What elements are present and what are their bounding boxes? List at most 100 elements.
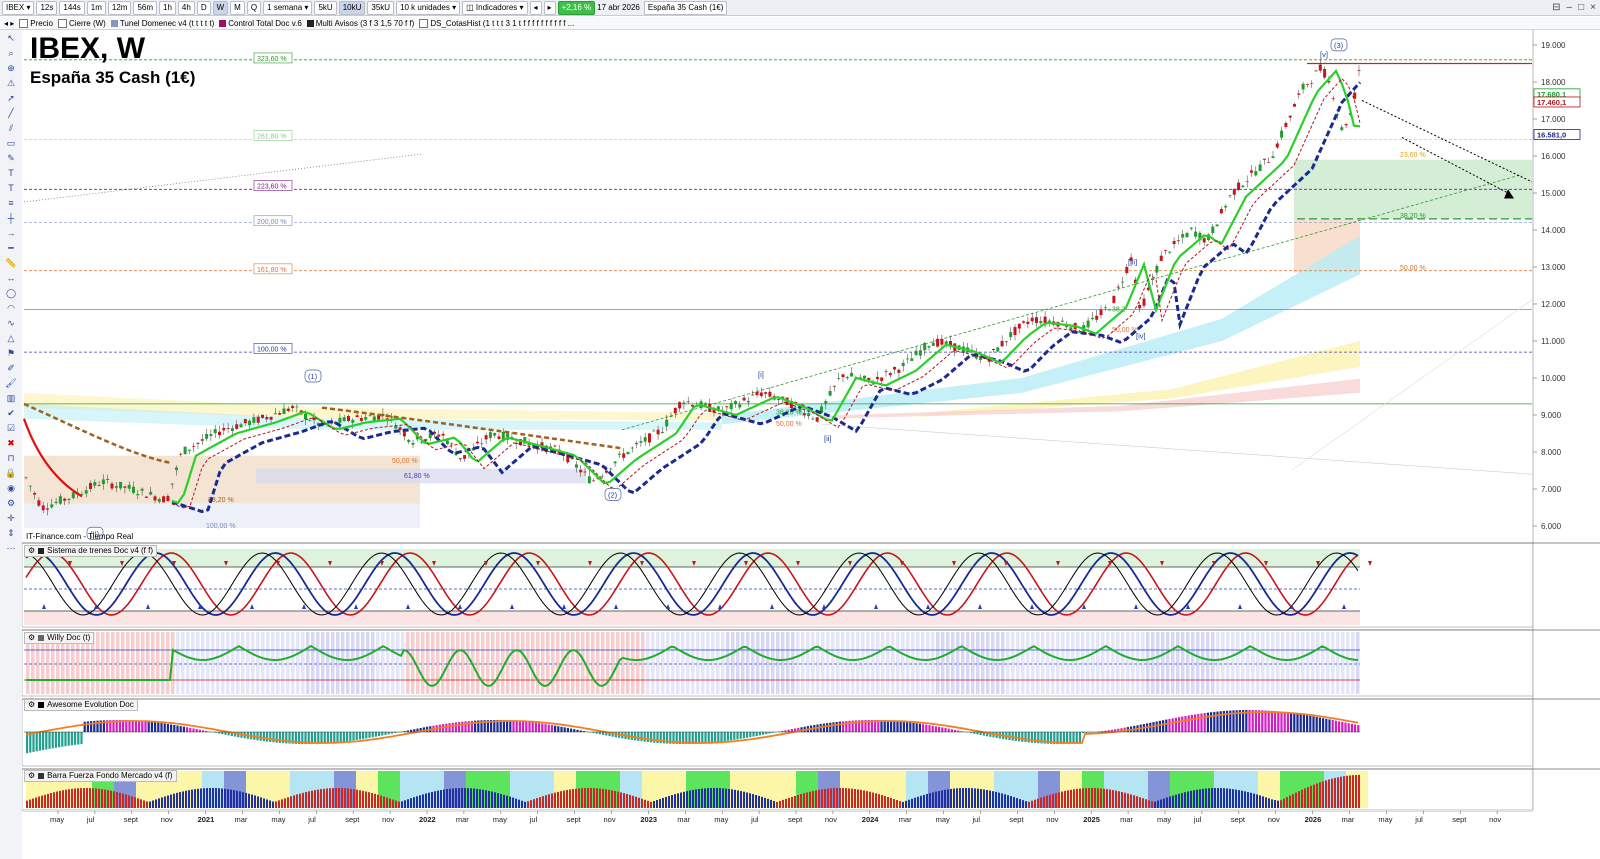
settings-icon[interactable]: ⚙ <box>28 700 36 709</box>
indicator-precio[interactable]: Precio <box>19 18 55 29</box>
willy-bar <box>711 632 715 694</box>
period-12m[interactable]: 12m <box>107 0 132 15</box>
fuerza-bar <box>89 788 91 808</box>
fuerza-bar <box>131 796 133 808</box>
panel-title-trains[interactable]: ⚙ Sistema de trenes Doc v4 (f f) <box>24 545 157 557</box>
measure-icon[interactable]: ↔ <box>6 273 16 283</box>
sell-signal-icon <box>900 561 904 566</box>
arc-icon[interactable]: ◠ <box>7 303 15 313</box>
zoom-icon[interactable]: ⌕ <box>8 48 14 58</box>
period-4h[interactable]: 4h <box>177 0 195 15</box>
ellipse-icon[interactable]: ◯ <box>5 288 17 298</box>
fuerza-bar <box>986 789 988 808</box>
fuerza-bar <box>98 788 100 808</box>
line-icon[interactable]: ╱ <box>8 108 14 118</box>
checkbox[interactable] <box>57 18 67 28</box>
toolbar-icon-1[interactable]: ◂ <box>529 0 542 15</box>
willy-bar <box>701 632 705 694</box>
candle-body <box>162 496 166 503</box>
hline-icon[interactable]: ━ <box>8 243 14 253</box>
candle-body <box>488 432 492 438</box>
label-icon[interactable]: T <box>8 183 14 193</box>
period-d[interactable]: D <box>196 0 211 15</box>
indicator-ds-cotashist[interactable]: DS_CotasHist (1 t t t 3 1 t f f f f f f … <box>419 18 576 29</box>
channel-icon[interactable]: ⫽ <box>8 123 13 133</box>
layout-icon[interactable]: ⊟ <box>1552 2 1561 13</box>
settings-icon[interactable]: ⚙ <box>6 498 16 508</box>
period-1m[interactable]: 1m <box>86 0 106 15</box>
minimize-icon[interactable]: – <box>1566 2 1573 13</box>
delete-icon[interactable]: ✖ <box>7 438 15 448</box>
crosshair-icon[interactable]: ✛ <box>7 513 15 523</box>
indicators-nav[interactable]: ◂ ▸ <box>4 18 15 28</box>
fuerza-bar <box>1124 792 1126 808</box>
text-icon[interactable]: T <box>8 168 14 178</box>
panel-title-fuerza[interactable]: ⚙ Barra Fuerza Fondo Mercado v4 (f) <box>24 770 177 782</box>
interval-select[interactable]: 1 semana ▾ <box>263 0 313 15</box>
units-select[interactable]: 10 k unidades ▾ <box>396 0 461 15</box>
ray-icon[interactable]: → <box>6 228 16 238</box>
pen-icon[interactable]: ✎ <box>7 153 15 163</box>
willy-bar <box>731 632 735 694</box>
magnet-icon[interactable]: ⊓ <box>7 453 15 463</box>
settings-icon[interactable]: ⚙ <box>28 771 36 780</box>
indicator-multi-avisos[interactable]: Multi Avisos (3 f 3 1,5 70 f f) <box>306 18 417 29</box>
lock-icon[interactable]: 🔒 <box>5 468 17 478</box>
fuerza-bar <box>134 797 136 808</box>
unit-10ku[interactable]: 10kU <box>338 0 366 15</box>
bars-icon[interactable]: ▥ <box>6 393 16 403</box>
candle-body <box>46 508 49 510</box>
awesome-bar <box>880 720 883 732</box>
period-144s[interactable]: 144s <box>59 0 85 15</box>
toolbar-icon-2[interactable]: ▸ <box>543 0 556 15</box>
pencil-icon[interactable]: ✐ <box>7 363 15 373</box>
fibonacci-icon[interactable]: ≡ <box>8 198 14 208</box>
arrow-icon[interactable]: ➚ <box>7 93 15 103</box>
check-icon[interactable]: ☑ <box>6 423 16 433</box>
indicators-button[interactable]: ◫ Indicadores ▾ <box>462 0 528 15</box>
close-icon[interactable]: × <box>1590 2 1596 13</box>
indicator-control-total[interactable]: Control Total Doc v.6 <box>219 18 304 29</box>
indicator-tunel[interactable]: Tunel Domenec v4 (t t t t t) <box>110 18 216 29</box>
fuerza-bar <box>629 794 631 808</box>
period-12s[interactable]: 12s <box>36 0 58 15</box>
candle-body <box>1331 98 1335 100</box>
flag-icon[interactable]: ⚑ <box>6 348 16 358</box>
period-1h[interactable]: 1h <box>159 0 176 15</box>
scroll-icon[interactable]: ⇕ <box>7 528 15 538</box>
period-56m[interactable]: 56m <box>133 0 157 15</box>
rectangle-icon[interactable]: ▭ <box>6 138 16 148</box>
panel-title-willy[interactable]: ⚙ Willy Doc (t) <box>24 632 95 644</box>
ok-icon[interactable]: ✔ <box>7 408 15 418</box>
maximize-icon[interactable]: □ <box>1578 2 1585 13</box>
indicator-cierre[interactable]: Cierre (W) <box>57 18 108 29</box>
unit-5ku[interactable]: 5kU <box>314 0 337 15</box>
visibility-icon[interactable]: ◉ <box>7 483 15 493</box>
candle-body <box>497 436 501 440</box>
checkbox[interactable] <box>419 18 429 28</box>
ruler-icon[interactable]: 📏 <box>5 258 17 268</box>
fuerza-bar <box>794 795 796 808</box>
alert-icon[interactable]: ⚠ <box>6 78 16 88</box>
triangle-icon[interactable]: △ <box>7 333 15 343</box>
zoom-area-icon[interactable]: ⊕ <box>7 63 15 73</box>
cursor-icon[interactable]: ↖ <box>7 33 15 43</box>
settings-icon[interactable]: ⚙ <box>28 546 36 555</box>
period-m[interactable]: M <box>230 0 245 15</box>
cross-line-icon[interactable]: ┼ <box>7 213 15 223</box>
settings-icon[interactable]: ⚙ <box>28 633 36 642</box>
buy-signal-icon <box>458 604 462 609</box>
panel-title-awesome[interactable]: ⚙ Awesome Evolution Doc <box>24 699 138 711</box>
fuerza-bar <box>1238 790 1240 808</box>
willy-bar <box>1101 632 1105 694</box>
brush-icon[interactable]: 🖌 <box>5 378 17 388</box>
period-w[interactable]: W <box>212 0 229 15</box>
fuerza-bar <box>563 790 565 808</box>
symbol-select[interactable]: IBEX ▾ <box>2 0 35 15</box>
more-icon[interactable]: ⋯ <box>6 543 16 553</box>
unit-35ku[interactable]: 35kU <box>367 0 395 15</box>
checkbox[interactable] <box>19 18 29 28</box>
wave-icon[interactable]: ∿ <box>7 318 15 328</box>
period-q[interactable]: Q <box>246 0 262 15</box>
chart-area[interactable]: 323,60 %261,80 %223,60 %200,00 %161,80 %… <box>22 30 1600 859</box>
